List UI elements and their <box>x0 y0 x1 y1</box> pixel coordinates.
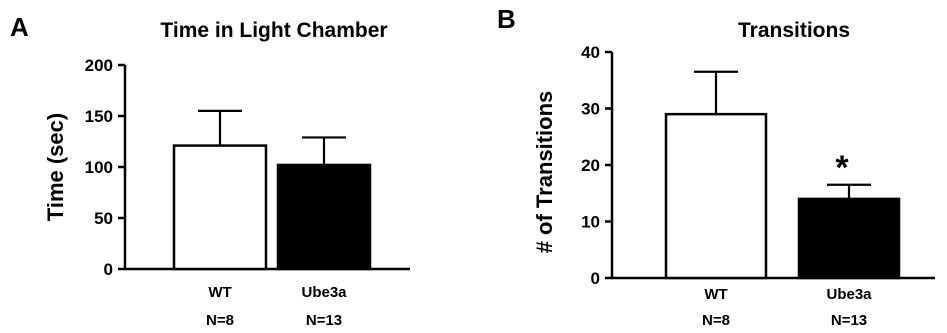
panel-a-y-axis-label: Time (sec) <box>43 113 68 221</box>
panel-b-category-label: WT <box>704 286 727 303</box>
panel-a-title: Time in Light Chamber <box>160 19 387 42</box>
panel-a-y-tick-label: 200 <box>85 56 113 75</box>
panel-b-sample-size-label: N=13 <box>831 312 867 329</box>
panel-a-plot: 0 50 100 150 200 WT N=8 Ube3a N=13 <box>85 56 410 329</box>
panel-b-y-tick-label: 30 <box>581 100 600 119</box>
panel-b-y-tick-label: 10 <box>581 213 600 232</box>
panel-a-sample-size-label: N=8 <box>206 312 234 329</box>
panel-b-y-tick-label: 0 <box>591 269 600 288</box>
panel-a-y-tick-label: 50 <box>94 209 113 228</box>
panel-a-category-label: Ube3a <box>301 284 347 301</box>
panel-b-y-tick-label: 20 <box>581 156 600 175</box>
panel-a-letter: A <box>10 12 29 42</box>
panel-b-letter: B <box>497 4 516 34</box>
panel-b-category-label: Ube3a <box>826 286 872 303</box>
panel-a-sample-size-label: N=13 <box>306 312 342 329</box>
panel-b-title: Transitions <box>738 19 850 42</box>
panel-b: B Transitions # of Transitions 0 10 20 30 40… <box>497 4 935 329</box>
panel-b-plot: 0 10 20 30 40 WT N=8 Ube3a N=13 * <box>581 43 935 329</box>
panel-b-significance-marker: * <box>835 149 849 187</box>
panel-a-y-tick-label: 0 <box>104 260 113 279</box>
panel-a-bar-ube3a <box>276 163 372 271</box>
panel-a-y-tick-label: 150 <box>85 107 113 126</box>
panel-b-bar-ube3a <box>797 197 901 280</box>
panel-b-y-axis-label: # of Transitions <box>532 91 557 254</box>
panel-a-bar-wt <box>172 144 268 271</box>
panel-a-y-tick-label: 100 <box>85 158 113 177</box>
panel-b-y-tick-label: 40 <box>581 43 600 62</box>
panel-b-sample-size-label: N=8 <box>702 312 730 329</box>
panel-a: A Time in Light Chamber Time (sec) 0 50 10… <box>10 12 410 329</box>
panel-a-category-label: WT <box>208 284 231 301</box>
panel-b-bar-wt <box>664 112 768 280</box>
